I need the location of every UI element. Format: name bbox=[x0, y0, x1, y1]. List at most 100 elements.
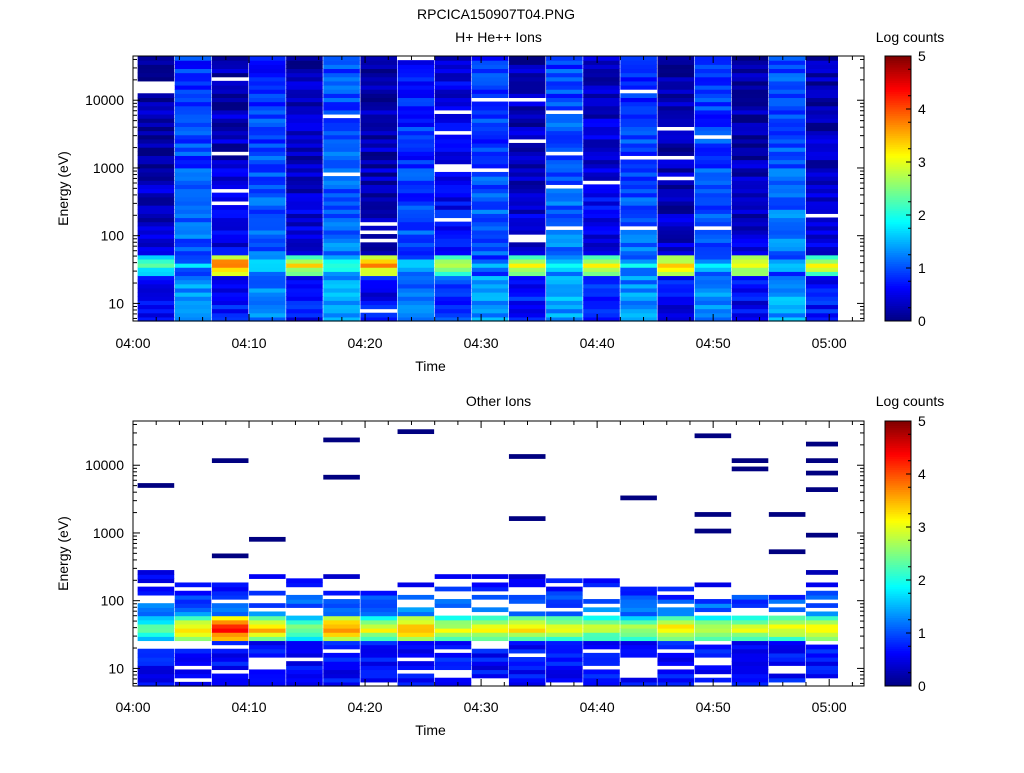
colorbar-swatch bbox=[885, 223, 911, 227]
heatmap-cell bbox=[397, 594, 435, 600]
colorbar-swatch bbox=[885, 421, 911, 424]
heatmap-cell bbox=[434, 147, 472, 152]
heatmap-cell bbox=[805, 644, 838, 650]
heatmap-cell bbox=[731, 134, 769, 140]
heatmap-cell bbox=[546, 271, 583, 277]
colorbar-swatch bbox=[885, 139, 911, 143]
heatmap-cell bbox=[768, 316, 806, 322]
heatmap-cell bbox=[471, 594, 509, 600]
heatmap-cell bbox=[211, 142, 249, 148]
heatmap-cell bbox=[434, 126, 472, 132]
heatmap-cell bbox=[583, 93, 620, 99]
heatmap-cell bbox=[731, 657, 769, 662]
heatmap-cell bbox=[137, 159, 175, 165]
heatmap-cell bbox=[471, 142, 509, 148]
heatmap-cell bbox=[360, 142, 397, 148]
heatmap-cell bbox=[546, 246, 583, 252]
heatmap-cell bbox=[137, 603, 175, 608]
heatmap-cell bbox=[583, 304, 620, 310]
heatmap-cell bbox=[397, 681, 435, 687]
heatmap-cell bbox=[768, 80, 806, 86]
heatmap-cell bbox=[360, 275, 397, 281]
colorbar-swatch bbox=[885, 624, 911, 627]
heatmap-cell bbox=[174, 167, 212, 173]
heatmap-cell bbox=[508, 279, 546, 285]
colorbar-swatch bbox=[885, 100, 911, 103]
heatmap-cell bbox=[137, 76, 175, 82]
heatmap-cells bbox=[137, 429, 838, 687]
heatmap-cell bbox=[508, 615, 546, 621]
heatmap-cell bbox=[731, 263, 769, 268]
heatmap-cell bbox=[546, 615, 583, 621]
heatmap-cell bbox=[657, 250, 695, 256]
heatmap-cell bbox=[657, 267, 695, 272]
heatmap-cell bbox=[731, 163, 769, 169]
colorbar-swatch bbox=[885, 546, 911, 550]
colorbar-swatch bbox=[885, 179, 911, 183]
colorbar-swatch bbox=[885, 195, 911, 198]
heatmap-cell bbox=[286, 109, 323, 115]
panel-title: Other Ions bbox=[466, 393, 531, 409]
heatmap-cell bbox=[471, 217, 509, 223]
heatmap-cell bbox=[508, 640, 546, 646]
heatmap-cell bbox=[174, 673, 212, 679]
heatmap-cell bbox=[249, 209, 286, 214]
heatmap-cell bbox=[249, 217, 286, 223]
heatmap-cell bbox=[137, 130, 175, 136]
heatmap-cell bbox=[360, 271, 397, 277]
heatmap-cell bbox=[249, 109, 286, 115]
heatmap-cell bbox=[286, 155, 323, 161]
heatmap-cell bbox=[286, 623, 323, 629]
heatmap-cell bbox=[174, 93, 212, 99]
heatmap-cell bbox=[694, 669, 732, 675]
heatmap-cell bbox=[471, 607, 509, 613]
heatmap-cell bbox=[546, 296, 583, 301]
heatmap-cell bbox=[471, 60, 509, 65]
heatmap-cell bbox=[397, 615, 435, 621]
heatmap-cell bbox=[249, 619, 286, 625]
heatmap-cell bbox=[397, 296, 435, 301]
heatmap-cell bbox=[360, 205, 397, 210]
heatmap-cell bbox=[694, 644, 732, 650]
heatmap-cell bbox=[249, 271, 286, 277]
heatmap-cell bbox=[768, 217, 806, 223]
heatmap-cell bbox=[137, 283, 175, 289]
heatmap-cell bbox=[137, 209, 175, 214]
x-axis-label: Time bbox=[415, 722, 446, 738]
heatmap-cell bbox=[694, 101, 732, 107]
colorbar-tick-label: 4 bbox=[918, 466, 926, 482]
heatmap-cell bbox=[286, 578, 323, 584]
heatmap-cell bbox=[620, 238, 657, 243]
heatmap-cell bbox=[211, 101, 249, 107]
heatmap-cell bbox=[211, 296, 249, 301]
colorbar-swatch bbox=[885, 500, 911, 504]
heatmap-cell bbox=[657, 192, 695, 198]
heatmap-cell bbox=[546, 640, 583, 646]
heatmap-cell bbox=[657, 196, 695, 202]
colorbar-swatch bbox=[885, 555, 911, 559]
heatmap-cell bbox=[768, 296, 806, 301]
heatmap-cell bbox=[471, 296, 509, 301]
heatmap-cell bbox=[174, 628, 212, 633]
heatmap-cell bbox=[768, 263, 806, 268]
heatmap-cell bbox=[768, 640, 806, 646]
heatmap-cell bbox=[583, 673, 620, 679]
heatmap-cell bbox=[731, 623, 769, 629]
heatmap-cell bbox=[694, 607, 732, 613]
heatmap-cell bbox=[583, 171, 620, 177]
heatmap-cell bbox=[768, 205, 806, 210]
heatmap-cell bbox=[397, 151, 435, 156]
heatmap-cell bbox=[508, 142, 546, 148]
heatmap-cell bbox=[620, 176, 657, 181]
heatmap-cell bbox=[694, 296, 732, 301]
heatmap-cell bbox=[397, 72, 435, 78]
heatmap-cells bbox=[137, 56, 838, 322]
heatmap-cell bbox=[657, 147, 695, 152]
colorbar-swatch bbox=[885, 111, 911, 114]
heatmap-cell bbox=[174, 134, 212, 140]
heatmap-cell bbox=[434, 640, 472, 646]
heatmap-cell bbox=[434, 196, 472, 202]
heatmap-cell bbox=[323, 205, 360, 210]
heatmap-cell bbox=[546, 76, 583, 82]
heatmap-cell bbox=[805, 167, 838, 173]
